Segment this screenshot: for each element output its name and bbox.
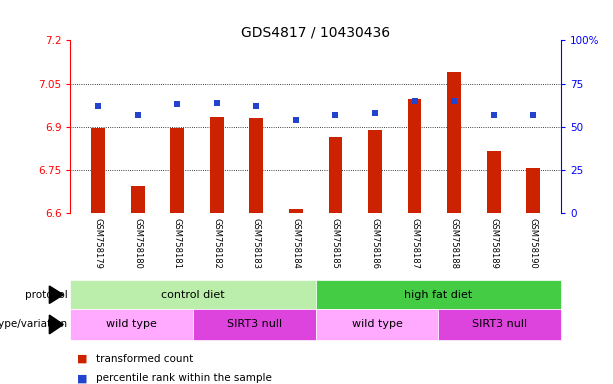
Text: GSM758185: GSM758185 [331,218,340,269]
Text: high fat diet: high fat diet [404,290,473,300]
Text: control diet: control diet [161,290,225,300]
Text: ■: ■ [77,354,87,364]
Bar [193,309,316,340]
Text: GSM758180: GSM758180 [133,218,142,269]
Point [370,110,380,116]
Point [212,99,222,106]
Text: wild type: wild type [107,319,157,329]
Text: GSM758182: GSM758182 [212,218,221,269]
Bar [316,309,438,340]
Bar [447,72,461,213]
Bar [70,280,316,309]
Text: GSM758187: GSM758187 [410,218,419,270]
Bar [487,151,501,213]
Point [528,111,538,118]
Point [330,111,340,118]
Bar [368,129,382,213]
Point [93,103,103,109]
Text: GSM758189: GSM758189 [489,218,498,269]
Text: transformed count: transformed count [96,354,194,364]
Bar [329,137,343,213]
Bar [210,117,224,213]
Text: protocol: protocol [25,290,67,300]
Point [449,98,459,104]
Text: GSM758184: GSM758184 [291,218,300,269]
Text: genotype/variation: genotype/variation [0,319,67,329]
Point [251,103,261,109]
Text: GSM758186: GSM758186 [370,218,379,270]
Bar [316,280,561,309]
Point [489,111,498,118]
Text: percentile rank within the sample: percentile rank within the sample [96,373,272,383]
Text: GSM758181: GSM758181 [173,218,182,269]
Point [172,101,182,107]
Text: GSM758183: GSM758183 [252,218,261,270]
Text: ■: ■ [77,373,87,383]
Point [409,98,419,104]
Text: wild type: wild type [352,319,402,329]
Bar [249,118,264,213]
Text: SIRT3 null: SIRT3 null [227,319,282,329]
Bar [408,99,422,213]
Bar [91,128,105,213]
Bar [70,309,193,340]
Text: GSM758179: GSM758179 [94,218,103,269]
Polygon shape [50,315,63,334]
Text: GSM758190: GSM758190 [528,218,538,269]
Point [133,111,143,118]
Bar [527,169,540,213]
Bar [289,209,303,213]
Text: SIRT3 null: SIRT3 null [472,319,527,329]
Bar [170,128,184,213]
Title: GDS4817 / 10430436: GDS4817 / 10430436 [241,25,390,39]
Bar [438,309,561,340]
Point [291,117,301,123]
Text: GSM758188: GSM758188 [449,218,459,270]
Polygon shape [50,286,63,303]
Bar [131,186,145,213]
